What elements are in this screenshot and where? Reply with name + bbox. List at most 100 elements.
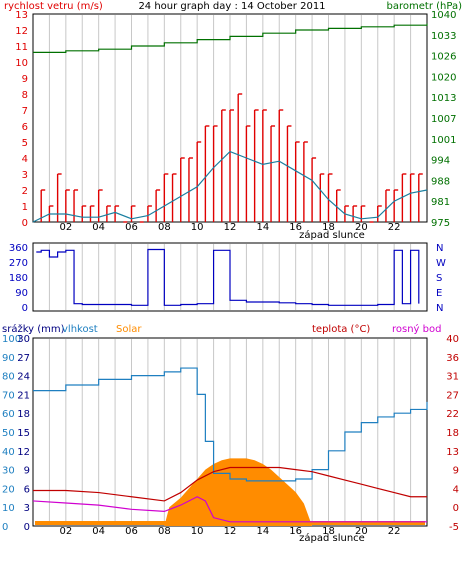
humidity-y-tick-label: 50 <box>2 428 15 439</box>
temp-x-tick-label: 02 <box>59 526 72 537</box>
wind-y-tick-label: 5 <box>22 138 28 149</box>
wind-pressure-panel: 1312111098765432101040103310261020101310… <box>15 10 456 233</box>
wind-direction-line <box>36 248 420 306</box>
temp-x-tick-label: 20 <box>355 526 368 537</box>
direction-y-tick-label: 270 <box>9 258 28 269</box>
sunset-label-top: západ slunce <box>299 229 365 241</box>
dewpoint-line <box>32 496 427 523</box>
humidity-y-tick-label: 0 <box>2 522 8 533</box>
humidity-y-tick-label: 20 <box>2 484 15 495</box>
rain-y-tick-label: 12 <box>17 447 30 458</box>
rain-y-tick-label: 9 <box>24 466 30 477</box>
rain-y-tick-label: 21 <box>17 390 30 401</box>
pressure-y-tick-label: 1007 <box>431 114 456 125</box>
direction-y-tick-label: 360 <box>9 243 28 254</box>
rain-y-tick-label: 24 <box>17 372 30 383</box>
humidity-y-tick-label: 40 <box>2 447 15 458</box>
wind-x-tick-label: 10 <box>191 222 204 233</box>
temp-x-tick-label: 14 <box>256 526 269 537</box>
wind-x-tick-label: 06 <box>125 222 138 233</box>
humidity-y-tick-label: 70 <box>2 390 15 401</box>
humidity-y-tick-label: 30 <box>2 466 15 477</box>
pressure-y-tick-label: 1013 <box>431 93 456 104</box>
temp-x-tick-label: 08 <box>158 526 171 537</box>
compass-tick-label: N <box>436 243 443 254</box>
temperature-y-tick-label: 9 <box>453 466 459 477</box>
pressure-y-tick-label: 1020 <box>431 72 456 83</box>
temperature-y-tick-label: 31 <box>446 372 459 383</box>
humidity-y-tick-label: 90 <box>2 353 15 364</box>
temp-x-tick-label: 16 <box>289 526 302 537</box>
temperature-y-tick-label: 18 <box>446 428 459 439</box>
direction-panel-frame <box>32 242 428 312</box>
rain-y-tick-label: 30 <box>17 334 30 345</box>
wind-y-tick-label: 7 <box>22 106 28 117</box>
dewpoint-label: rosný bod <box>392 323 441 335</box>
pressure-y-tick-label: 1001 <box>431 135 456 146</box>
sunset-label-bottom: západ slunce <box>299 532 365 544</box>
temp-x-tick-label: 06 <box>125 526 138 537</box>
wind-average-line <box>32 150 428 223</box>
compass-tick-label: S <box>436 273 442 284</box>
temperature-y-tick-label: 13 <box>446 447 459 458</box>
humidity-y-tick-label: 100 <box>2 334 21 345</box>
pressure-axis-label: barometr (hPa) <box>387 1 463 12</box>
temperature-axis-label: teplota (°C) <box>312 324 370 335</box>
wind-y-tick-label: 11 <box>15 42 28 53</box>
humidity-line <box>33 367 428 482</box>
wind-x-tick-label: 16 <box>289 222 302 233</box>
rain-y-tick-label: 6 <box>24 484 30 495</box>
pressure-y-tick-label: 981 <box>431 197 450 208</box>
wind-y-tick-label: 4 <box>22 154 28 165</box>
compass-tick-label: N <box>436 303 443 314</box>
solar-baseline-strip <box>35 521 425 525</box>
humidity-y-tick-label: 10 <box>2 503 15 514</box>
temperature-y-tick-label: 27 <box>446 390 459 401</box>
wind-y-tick-label: 2 <box>22 186 28 197</box>
compass-tick-label: E <box>436 288 442 299</box>
pressure-line <box>33 23 428 54</box>
humidity-y-tick-label: 60 <box>2 409 15 420</box>
wind-x-tick-label: 12 <box>224 222 237 233</box>
temperature-y-tick-label: 0 <box>453 503 459 514</box>
temp-x-tick-label: 04 <box>92 526 105 537</box>
wind-y-tick-label: 6 <box>22 122 28 133</box>
wind-y-tick-label: 12 <box>15 26 28 37</box>
wind-x-tick-label: 02 <box>59 222 72 233</box>
wind-y-tick-label: 1 <box>22 202 28 213</box>
humidity-axis-label: vlhkost <box>62 324 98 335</box>
rain-y-tick-label: 27 <box>17 353 30 364</box>
wind-axis-label: rychlost vetru (m/s) <box>4 1 103 12</box>
rain-y-tick-label: 18 <box>17 409 30 420</box>
temperature-y-tick-label: 36 <box>446 353 459 364</box>
rain-y-tick-label: 3 <box>24 503 30 514</box>
pressure-y-tick-label: 1033 <box>431 31 456 42</box>
temperature-y-tick-label: -5 <box>449 522 459 533</box>
compass-tick-label: W <box>436 258 446 269</box>
wind-x-tick-label: 08 <box>158 222 171 233</box>
temperature-y-tick-label: 40 <box>446 334 459 345</box>
wind-x-tick-label: 04 <box>92 222 105 233</box>
wind-y-tick-label: 8 <box>22 90 28 101</box>
solar-area <box>33 458 427 526</box>
wind-y-tick-label: 13 <box>15 10 28 21</box>
temp-x-tick-label: 10 <box>191 526 204 537</box>
pressure-y-tick-label: 975 <box>431 218 450 229</box>
chart-title: 24 hour graph day : 14 October 2011 <box>138 1 325 12</box>
wind-y-tick-label: 3 <box>22 170 28 181</box>
temperature-line <box>33 466 427 502</box>
pressure-y-tick-label: 994 <box>431 156 450 167</box>
temperature-y-tick-label: 22 <box>446 409 459 420</box>
temp-x-tick-label: 12 <box>224 526 237 537</box>
rain-y-tick-label: 15 <box>17 428 30 439</box>
direction-y-tick-label: 0 <box>22 303 28 314</box>
rain-humidity-temp-panel: 1009080706050403020100302724211815129630… <box>2 334 459 537</box>
wind-x-tick-label: 18 <box>322 222 335 233</box>
direction-y-tick-label: 180 <box>9 273 28 284</box>
wind-y-tick-label: 9 <box>22 74 28 85</box>
solar-axis-label: Solar <box>116 324 142 335</box>
pressure-y-tick-label: 1026 <box>431 52 456 63</box>
